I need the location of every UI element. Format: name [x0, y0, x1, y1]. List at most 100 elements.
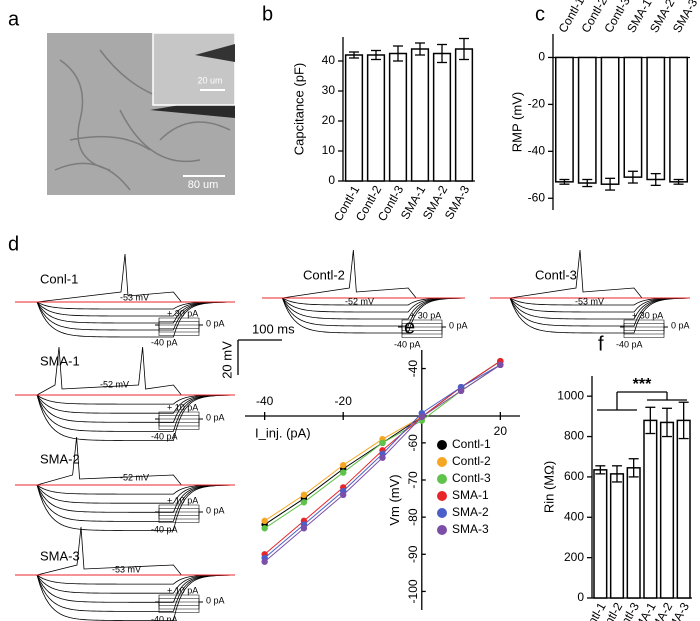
y-tick-label: 0 — [577, 590, 584, 604]
y-axis-title: Capcitance (pF) — [291, 63, 306, 155]
data-point — [379, 454, 386, 461]
trace — [15, 394, 234, 414]
y-tick-label: 40 — [322, 53, 336, 67]
trace — [15, 394, 234, 441]
trace — [262, 297, 463, 327]
trace — [15, 394, 234, 423]
y-tick-label: -100 — [406, 579, 420, 603]
step-label: + 10 pA — [167, 402, 198, 412]
legend-label: Contl-3 — [452, 471, 491, 485]
trace — [15, 484, 234, 522]
y-tick-label: -40 — [528, 144, 546, 158]
trace — [15, 394, 234, 432]
x-tick-label: 20 — [494, 424, 508, 438]
legend-label: Contl-1 — [452, 437, 491, 451]
trace-label: SMA-3 — [40, 548, 80, 563]
scale-label: 80 um — [188, 179, 219, 191]
trace — [15, 301, 234, 317]
trace — [15, 574, 234, 612]
panel-label: c — [535, 3, 545, 25]
x-tick-label: -20 — [335, 394, 353, 408]
trace — [490, 297, 689, 327]
trace — [15, 574, 234, 603]
y-axis-title: Vm (mV) — [387, 474, 402, 525]
trace — [15, 253, 235, 303]
trace — [15, 301, 234, 338]
legend-marker — [437, 440, 447, 450]
stimulus-step — [155, 324, 203, 336]
panel-label: d — [8, 233, 19, 255]
data-point — [457, 387, 465, 395]
trace — [15, 484, 234, 495]
legend-label: SMA-3 — [452, 522, 489, 536]
legend-marker — [437, 491, 447, 501]
resting-label: -52 mV — [120, 472, 149, 482]
y-tick-label: 10 — [322, 143, 336, 157]
step-label: -40 pA — [394, 339, 421, 349]
stimulus-step — [398, 326, 446, 338]
scale-label: 20 mV — [219, 341, 234, 379]
bar — [554, 56, 574, 183]
y-axis-title: Rin (MΩ) — [541, 461, 556, 513]
trace — [490, 297, 689, 306]
trace — [262, 297, 463, 306]
x-tick-label: -40 — [256, 394, 274, 408]
y-tick-label: -90 — [406, 545, 420, 563]
step-label: 0 pA — [206, 318, 225, 328]
scale-label: 100 ms — [252, 321, 295, 336]
step-label: 0 pA — [206, 595, 225, 605]
data-point — [340, 461, 347, 469]
bar — [432, 52, 452, 182]
stimulus-step — [155, 511, 203, 523]
bar — [344, 54, 364, 182]
step-label: + 10 pA — [167, 585, 198, 595]
trace — [15, 484, 234, 531]
micrograph: 20 um 80 um — [47, 32, 236, 195]
step-label: 0 pA — [671, 320, 690, 330]
stimulus-step — [620, 326, 668, 338]
trace — [262, 249, 465, 299]
trace — [15, 436, 235, 486]
trace — [15, 574, 234, 585]
data-point — [261, 558, 268, 565]
stimulus-step — [155, 324, 203, 329]
step-label: -40 pA — [151, 337, 178, 347]
panel-label: b — [262, 3, 273, 25]
data-point — [261, 517, 268, 525]
step-label: + 10 pA — [167, 495, 198, 505]
legend-marker — [437, 474, 447, 484]
trace — [490, 297, 689, 320]
bar — [676, 419, 691, 599]
trace — [490, 297, 689, 313]
step-label: 0 pA — [206, 505, 225, 515]
trace — [490, 297, 689, 334]
data-point — [300, 491, 308, 499]
data-point — [300, 499, 308, 506]
y-tick-label: -60 — [406, 434, 420, 452]
data-point — [497, 361, 504, 369]
trace-label: Contl-2 — [303, 267, 345, 282]
y-tick-label: -70 — [406, 471, 420, 489]
data-point — [340, 491, 347, 499]
trace — [15, 574, 234, 621]
data-point — [340, 469, 347, 476]
trace — [262, 297, 463, 334]
step-label: -40 pA — [151, 524, 178, 534]
y-axis-title: RMP (mV) — [509, 92, 524, 152]
step-label: + 30 pA — [632, 310, 663, 320]
bar — [626, 467, 641, 599]
y-tick-label: -60 — [528, 190, 546, 204]
trace-label: SMA-1 — [40, 353, 80, 368]
panel-label: e — [404, 316, 415, 338]
resting-label: -53 mV — [112, 564, 141, 574]
step-label: + 30 pA — [410, 310, 441, 320]
bar — [646, 56, 666, 181]
bar — [659, 421, 675, 599]
y-tick-label: 400 — [564, 509, 584, 523]
trace-label: SMA-2 — [40, 451, 80, 466]
bar — [609, 473, 625, 599]
y-tick-label: 0 — [538, 50, 545, 64]
step-label: -40 pA — [616, 339, 643, 349]
y-tick-label: 800 — [564, 429, 584, 443]
